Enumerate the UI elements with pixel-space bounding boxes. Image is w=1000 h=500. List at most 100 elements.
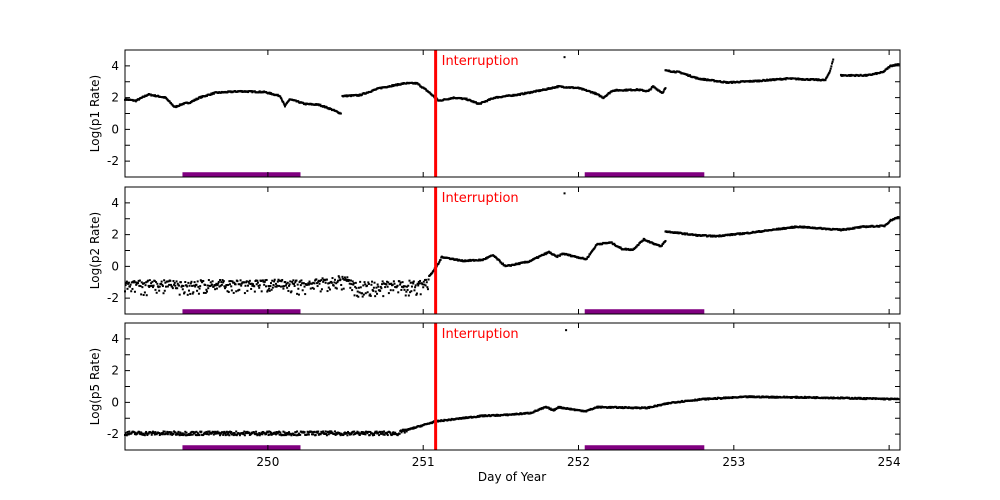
panel-p1-rate: Interruption -2 0 2 4 Log(p1 Rate) — [88, 49, 901, 178]
data-point — [272, 283, 275, 286]
x-tick-label: 253 — [722, 455, 745, 469]
data-point — [465, 97, 468, 100]
data-point — [131, 287, 134, 290]
data-point — [207, 430, 210, 433]
data-point — [166, 280, 169, 283]
data-point — [335, 433, 338, 436]
data-point — [893, 64, 896, 67]
data-point — [316, 431, 319, 434]
data-point — [292, 282, 295, 285]
data-point — [191, 430, 194, 433]
data-point — [335, 287, 338, 290]
data-point — [349, 95, 352, 98]
x-tick-label: 251 — [412, 455, 435, 469]
data-point — [423, 283, 426, 286]
data-point — [306, 283, 309, 286]
data-point — [211, 280, 214, 283]
data-point — [897, 398, 900, 401]
data-point — [862, 398, 865, 401]
data-point — [352, 283, 355, 286]
data-point — [686, 232, 689, 235]
data-point — [178, 293, 181, 296]
data-point — [221, 279, 224, 282]
data-point — [144, 432, 147, 435]
data-point — [360, 432, 363, 435]
data-point — [137, 282, 140, 285]
data-point — [313, 282, 316, 285]
data-point — [393, 282, 396, 285]
data-point — [160, 432, 163, 435]
data-point — [189, 102, 192, 105]
data-point — [228, 280, 231, 283]
data-point — [402, 428, 405, 431]
data-point — [346, 276, 349, 279]
outlier-point — [563, 56, 566, 59]
data-point — [271, 279, 274, 282]
data-point — [317, 103, 320, 106]
data-point — [319, 433, 322, 436]
data-point — [154, 288, 157, 291]
data-point — [614, 89, 617, 92]
data-point — [335, 282, 338, 285]
data-point — [303, 431, 306, 434]
data-point — [353, 430, 356, 433]
data-point — [209, 285, 212, 288]
data-point — [163, 430, 166, 433]
data-point — [555, 86, 558, 89]
data-point — [502, 262, 505, 265]
data-point — [178, 434, 181, 437]
data-point — [642, 239, 645, 242]
data-point — [354, 285, 357, 288]
data-point — [624, 247, 627, 250]
data-point — [290, 290, 293, 293]
y-tick-label: 2 — [111, 91, 119, 105]
data-point — [373, 433, 376, 436]
data-point — [325, 278, 328, 281]
data-point — [369, 430, 372, 433]
data-point — [286, 433, 289, 436]
data-point — [276, 284, 279, 287]
data-point — [324, 281, 327, 284]
data-point — [523, 93, 526, 96]
data-point — [623, 406, 626, 409]
data-point — [383, 433, 386, 436]
data-point — [662, 90, 665, 93]
data-point — [155, 281, 158, 284]
data-point — [415, 293, 418, 296]
data-point — [268, 433, 271, 436]
data-point — [281, 285, 284, 288]
data-point — [192, 284, 195, 287]
data-point — [362, 433, 365, 436]
data-point — [224, 432, 227, 435]
data-point — [649, 88, 652, 91]
y-tick-label: 4 — [111, 59, 119, 73]
data-point — [133, 431, 136, 434]
data-point — [315, 430, 318, 433]
data-point — [273, 432, 276, 435]
data-point — [257, 433, 260, 436]
data-point — [260, 290, 263, 293]
data-point — [338, 432, 341, 435]
data-point — [883, 397, 886, 400]
data-point — [498, 260, 501, 263]
data-point — [124, 432, 127, 435]
data-point — [327, 107, 330, 110]
plot-frame — [124, 322, 901, 451]
data-point — [379, 285, 382, 288]
data-point — [199, 96, 202, 99]
data-point — [279, 285, 282, 288]
data-point — [411, 281, 414, 284]
data-point — [693, 399, 696, 402]
data-point — [265, 285, 268, 288]
data-point — [784, 78, 787, 81]
highlight-bar — [182, 309, 301, 314]
data-point — [202, 432, 205, 435]
data-point — [225, 284, 228, 287]
data-point — [264, 279, 267, 282]
data-point — [163, 433, 166, 436]
data-point — [364, 433, 367, 436]
data-point — [594, 245, 597, 248]
data-point — [479, 102, 482, 105]
data-point — [327, 286, 330, 289]
data-point — [324, 430, 327, 433]
